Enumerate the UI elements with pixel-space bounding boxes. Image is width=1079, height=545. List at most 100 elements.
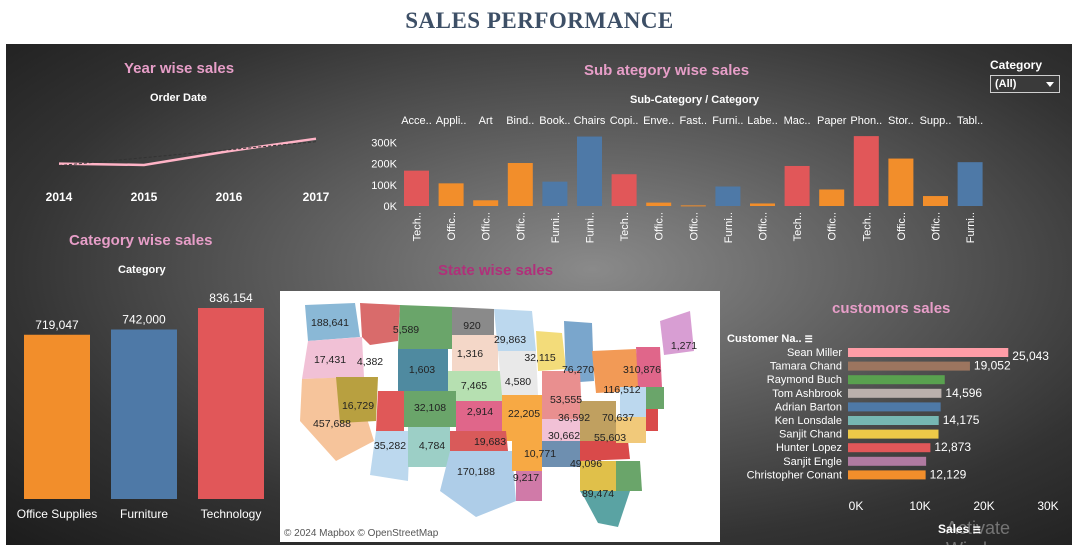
subcat-category-label: Offic.. [758, 212, 770, 241]
category-bar[interactable] [24, 334, 90, 499]
category-bar-chart[interactable]: 719,047 Office Supplies 742,000 Furniture 83… [6, 280, 276, 525]
subcat-category-label: Offic.. [654, 212, 666, 241]
subcat-header-label: Mac.. [784, 115, 811, 127]
customer-value-label: 14,175 [943, 413, 980, 427]
activate-windows-watermark: Activate Window [946, 518, 1011, 545]
customer-bar[interactable] [848, 470, 926, 480]
subcat-header-label: Phon.. [850, 115, 882, 127]
customer-bar[interactable] [848, 348, 1009, 357]
subcat-bar[interactable] [611, 174, 637, 206]
subcat-header-label: Paper [817, 115, 847, 127]
subcat-bar[interactable] [577, 136, 602, 206]
state-shape [408, 427, 450, 467]
subcat-header-label: Art [479, 115, 493, 127]
us-state-map[interactable]: 188,641 5,589 920 29,863 1,271 17,431 4,382 1,3… [280, 291, 720, 542]
customer-column-header[interactable]: Customer Na.. ☰ [727, 333, 813, 345]
subcat-bar[interactable] [923, 196, 948, 206]
subcat-bar[interactable] [507, 163, 533, 206]
customer-bar-chart[interactable]: Sean Miller 25,043 Tamara Chand 19,052 Raymo… [706, 344, 1072, 514]
subcat-category-label: Furni.. [550, 212, 562, 243]
customer-x-tick: 20K [973, 499, 994, 513]
customer-column-header-text: Customer Na.. [727, 333, 802, 345]
state-shape [646, 387, 664, 409]
subcat-bar[interactable] [646, 202, 672, 206]
subcat-header-label: Chairs [574, 115, 606, 127]
customer-name-label: Sanjit Engle [783, 456, 842, 468]
subcat-category-label: Tech.. [792, 212, 804, 241]
customer-bar[interactable] [848, 388, 942, 398]
state-value-label: 920 [463, 320, 481, 332]
state-shape [450, 431, 508, 451]
year-tick-label: 2014 [46, 190, 73, 204]
category-tick-label: Technology [201, 507, 262, 521]
subcat-header-label: Stor.. [888, 115, 914, 127]
state-shape [448, 371, 502, 401]
subcat-chart-subtitle: Sub-Category / Category [630, 94, 759, 106]
state-value-label: 36,592 [558, 412, 590, 424]
state-shape [616, 461, 642, 491]
subcat-bar[interactable] [438, 183, 464, 206]
state-map[interactable]: 188,641 5,589 920 29,863 1,271 17,431 4,382 1,3… [280, 291, 720, 542]
subcat-bar[interactable] [715, 186, 741, 206]
subcat-bar[interactable] [957, 162, 983, 206]
state-value-label: 89,474 [582, 488, 614, 500]
customer-bar[interactable] [848, 416, 939, 425]
customer-bar[interactable] [848, 456, 927, 466]
subcat-bar[interactable] [819, 189, 845, 206]
customer-value-label: 25,043 [1012, 349, 1049, 363]
customer-bar[interactable] [848, 402, 941, 412]
subcat-category-label: Offic.. [481, 212, 493, 241]
category-filter-value: (All) [995, 78, 1017, 90]
subcat-category-label: Tech.. [619, 212, 631, 241]
state-shape [452, 307, 494, 335]
year-line-chart[interactable]: 2014 2015 2016 2017 [26, 104, 346, 214]
customer-name-label: Sanjit Chand [779, 429, 842, 441]
subcat-header-label: Labe.. [747, 115, 778, 127]
category-filter[interactable]: Category (All) [990, 58, 1070, 93]
state-shape [536, 331, 566, 371]
customer-axis-label[interactable]: Sales ☰ [938, 522, 981, 536]
subcat-header-label: Supp.. [920, 115, 952, 127]
category-filter-select[interactable]: (All) [990, 75, 1060, 93]
subcat-bar[interactable] [853, 136, 879, 206]
state-value-label: 4,382 [357, 356, 383, 368]
chevron-down-icon[interactable] [1046, 82, 1054, 87]
state-shape [646, 409, 658, 431]
customer-bar[interactable] [848, 443, 931, 453]
subcat-header-label: Furni.. [712, 115, 743, 127]
sort-icon[interactable]: ☰ [804, 334, 813, 344]
subcat-bar-chart[interactable]: 300K 200K 100K 0K Acce.. Tech.. Appli.. Offic..… [356, 110, 996, 250]
state-shape [305, 303, 360, 341]
subcat-bar[interactable] [888, 158, 914, 206]
subcat-category-label: Furni.. [965, 212, 977, 243]
state-shape [398, 349, 448, 391]
category-bar[interactable] [198, 308, 264, 499]
year-sales-line[interactable] [58, 137, 317, 167]
subcat-bar[interactable] [404, 170, 429, 206]
customer-bar[interactable] [848, 375, 945, 385]
state-shape [580, 461, 616, 491]
state-value-label: 1,271 [671, 340, 697, 352]
customer-value-label: 14,596 [945, 386, 982, 400]
subcat-bar[interactable] [542, 181, 568, 206]
state-shape [580, 401, 616, 441]
customer-bar[interactable] [848, 361, 970, 371]
state-shape [360, 303, 400, 345]
state-shape [660, 311, 694, 355]
state-shape [516, 471, 542, 501]
subcat-bar[interactable] [680, 205, 706, 207]
subcat-bar[interactable] [750, 203, 775, 206]
subcat-category-label: Offic.. [515, 212, 527, 241]
state-shape [370, 431, 410, 481]
sort-icon[interactable]: ☰ [972, 525, 981, 535]
category-bar[interactable] [111, 329, 177, 499]
subcat-bar[interactable] [784, 165, 810, 206]
state-shape [456, 401, 502, 431]
category-filter-label: Category [990, 58, 1043, 72]
state-shape [440, 451, 516, 517]
subcat-header-label: Acce.. [401, 115, 432, 127]
subcat-bar[interactable] [473, 200, 499, 206]
customer-bar[interactable] [848, 429, 939, 439]
state-value-label: 35,282 [374, 440, 406, 452]
subcat-header-label: Book.. [539, 115, 570, 127]
